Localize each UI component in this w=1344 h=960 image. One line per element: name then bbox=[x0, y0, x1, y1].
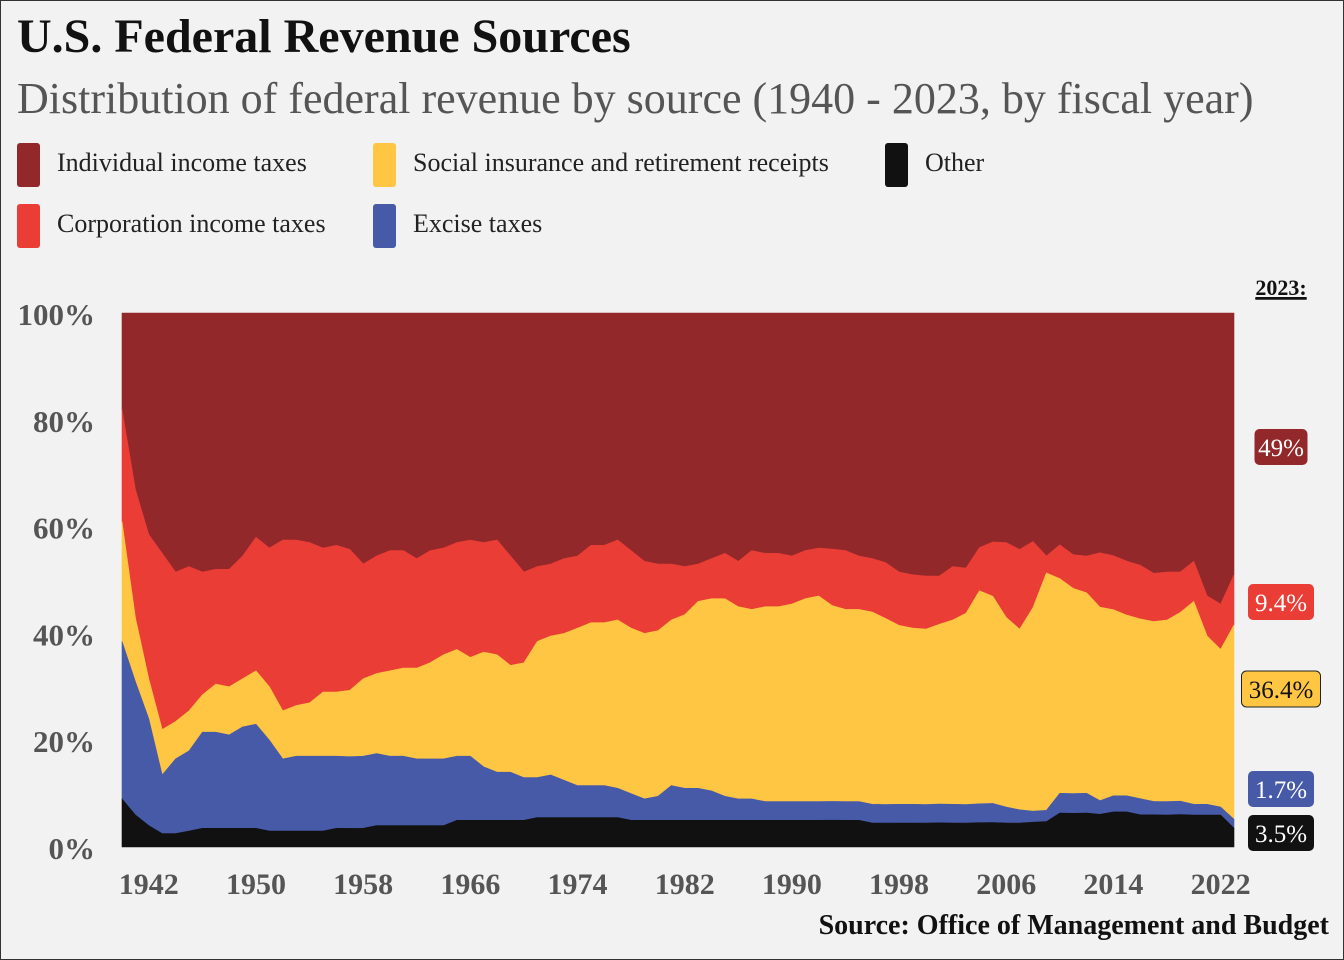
end-label-other: 3.5% bbox=[1248, 815, 1314, 851]
x-tick-label: 2014 bbox=[1083, 868, 1143, 901]
x-tick-label: 1966 bbox=[440, 868, 500, 901]
x-tick-label: 1974 bbox=[548, 868, 608, 901]
end-label-badge bbox=[1241, 670, 1321, 708]
end-label-text: 1.7% bbox=[1255, 777, 1307, 804]
y-tick-label: 100% bbox=[18, 297, 96, 332]
x-tick-label: 1990 bbox=[762, 868, 822, 901]
legend-swatch bbox=[17, 143, 40, 187]
x-tick-label: 1982 bbox=[655, 868, 715, 901]
x-tick-label: 1950 bbox=[226, 868, 286, 901]
chart-title: U.S. Federal Revenue Sources bbox=[17, 10, 631, 63]
end-label-social-insurance-and-retirement-receipts: 36.4% bbox=[1241, 670, 1321, 708]
x-tick-label: 2006 bbox=[976, 868, 1036, 901]
end-label-text: 9.4% bbox=[1255, 590, 1307, 617]
x-tick-label: 1942 bbox=[119, 868, 179, 901]
x-tick-label: 1958 bbox=[333, 868, 393, 901]
legend-swatch bbox=[17, 204, 40, 248]
legend-swatch bbox=[373, 143, 396, 187]
end-label-corporation-income-taxes: 9.4% bbox=[1248, 584, 1314, 620]
y-tick-label: 40% bbox=[33, 617, 95, 652]
end-label-text: 36.4% bbox=[1249, 677, 1314, 704]
end-label-badge bbox=[1248, 584, 1314, 620]
y-tick-label: 60% bbox=[33, 511, 95, 546]
end-label-year: 2023: bbox=[1255, 275, 1306, 300]
y-tick-label: 80% bbox=[33, 404, 95, 439]
legend-swatch bbox=[885, 143, 908, 187]
area-other bbox=[121, 798, 1235, 848]
legend-label: Other bbox=[925, 148, 985, 177]
end-label-text: 49% bbox=[1258, 435, 1304, 462]
x-tick-label: 2022 bbox=[1191, 868, 1251, 901]
source-note: Source: Office of Management and Budget bbox=[818, 910, 1329, 941]
legend-label: Excise taxes bbox=[413, 209, 543, 238]
legend-swatch bbox=[373, 204, 396, 248]
chart-subtitle: Distribution of federal revenue by sourc… bbox=[17, 74, 1254, 123]
end-label-badge bbox=[1248, 815, 1314, 851]
legend-label: Corporation income taxes bbox=[57, 209, 326, 238]
end-label-badge bbox=[1254, 429, 1308, 465]
end-label-excise-taxes: 1.7% bbox=[1248, 771, 1314, 807]
end-label-badge bbox=[1248, 771, 1314, 807]
end-label-individual-income-taxes: 49% bbox=[1254, 429, 1308, 465]
y-tick-label: 20% bbox=[33, 724, 95, 759]
x-tick-label: 1998 bbox=[869, 868, 929, 901]
legend-label: Individual income taxes bbox=[57, 148, 307, 177]
legend-label: Social insurance and retirement receipts bbox=[413, 148, 829, 177]
y-tick-label: 0% bbox=[49, 831, 96, 866]
end-label-text: 3.5% bbox=[1255, 821, 1307, 848]
